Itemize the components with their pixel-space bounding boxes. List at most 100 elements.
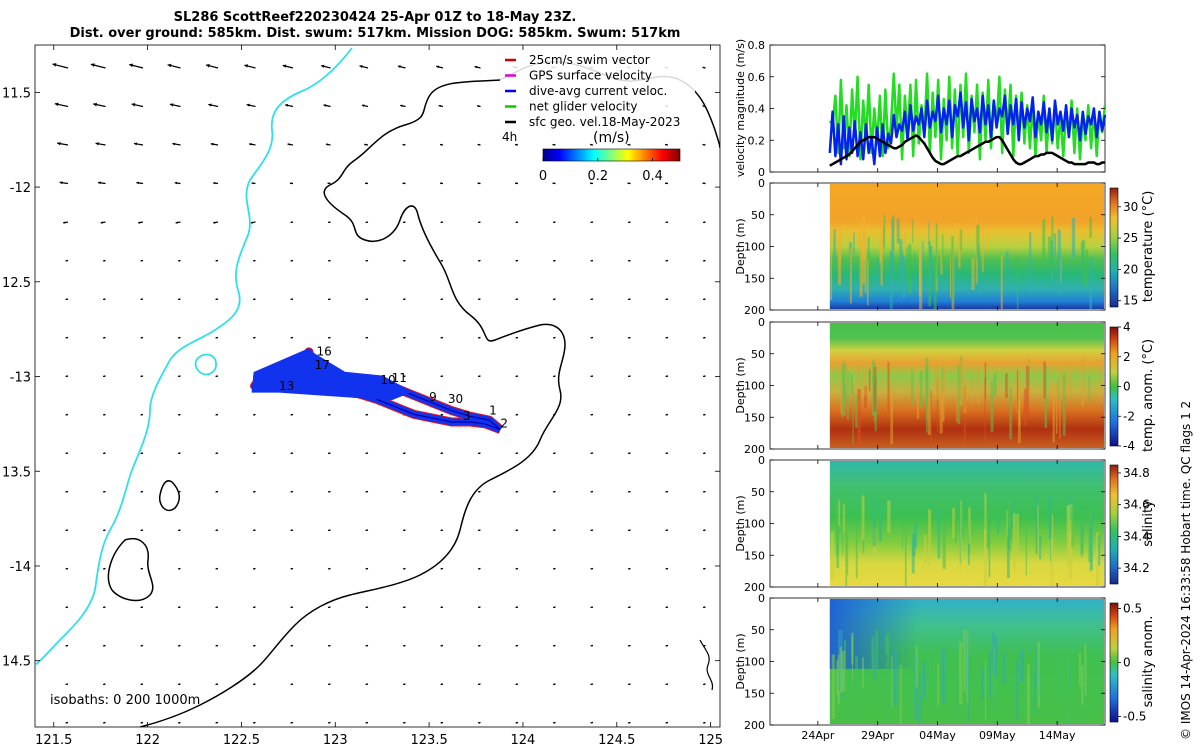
velocity-vector-head bbox=[702, 66, 705, 69]
section-profile-streak bbox=[968, 654, 970, 723]
velocity-colorbar-ticks: 0 0.2 0.4 bbox=[539, 158, 663, 184]
track-day-label: 17 bbox=[315, 358, 330, 372]
section-profile-streak bbox=[891, 654, 893, 708]
section-colorbar-tick-label: -0.5 bbox=[1123, 710, 1146, 724]
velocity-ytick-label: 0 bbox=[758, 166, 765, 179]
section-profile-streak bbox=[919, 371, 923, 407]
velocity-vector-head bbox=[440, 182, 442, 185]
velocity-vector-head bbox=[215, 490, 218, 493]
section-profile-streak bbox=[1100, 359, 1103, 403]
velocity-vector-head bbox=[703, 452, 705, 455]
track-day-label: 30 bbox=[448, 392, 463, 406]
track-day-label: 2 bbox=[500, 417, 508, 431]
section-profile-streak bbox=[1068, 532, 1073, 580]
section-profile-streak bbox=[858, 220, 861, 247]
section-profile-streak bbox=[1071, 507, 1074, 547]
velocity-vector-head bbox=[65, 452, 68, 455]
section-profile-streak bbox=[965, 633, 967, 690]
velocity-axes: 0 0.2 0.4 0.6 0.8 bbox=[748, 39, 1105, 179]
velocity-vector-head bbox=[140, 259, 143, 262]
section-profile-streak bbox=[1064, 373, 1068, 394]
velocity-vector-head bbox=[627, 143, 630, 146]
velocity-vector-head bbox=[140, 336, 143, 339]
velocity-vector-head bbox=[63, 221, 66, 224]
velocity-vector-head bbox=[553, 259, 555, 262]
velocity-vector-head bbox=[103, 606, 105, 609]
velocity-vector-head bbox=[65, 375, 68, 378]
velocity-vector-head bbox=[215, 721, 218, 724]
velocity-vector-head bbox=[665, 259, 668, 262]
velocity-vector-head bbox=[515, 644, 518, 647]
section-colorbar-tick-label: -2 bbox=[1123, 409, 1135, 423]
section-colorbar-label: salinity bbox=[1141, 500, 1156, 547]
section-ytick-label: 50 bbox=[751, 209, 765, 222]
section-profile-streak bbox=[859, 240, 863, 297]
velocity-vector-head bbox=[140, 452, 143, 455]
section-colorbar-tick-label: 20 bbox=[1123, 262, 1138, 276]
section-profile-streak bbox=[936, 378, 939, 433]
section-profile-streak bbox=[967, 532, 970, 565]
map-xtick-label: 122.5 bbox=[223, 733, 260, 748]
section-profile-streak bbox=[1059, 393, 1061, 439]
velocity-vector-head bbox=[628, 336, 630, 339]
velocity-vector-head bbox=[215, 683, 218, 686]
velocity-vector-head bbox=[253, 336, 255, 339]
velocity-lines bbox=[828, 72, 1107, 167]
map-ytick-label: -12 bbox=[10, 181, 31, 196]
section-profile-streak bbox=[993, 373, 997, 396]
velocity-vector-head bbox=[627, 182, 630, 185]
velocity-vector-head bbox=[290, 567, 293, 570]
velocity-vector-head bbox=[361, 104, 365, 107]
section-profile-streak bbox=[879, 503, 882, 542]
velocity-vector-head bbox=[628, 644, 630, 647]
section-profile-streak bbox=[838, 499, 841, 526]
figure-title-line-1: SL286 ScottReef220230424 25-Apr 01Z to 1… bbox=[173, 10, 577, 25]
velocity-vector-head bbox=[478, 529, 480, 532]
velocity-vector-head bbox=[140, 529, 143, 532]
section-profile-streak bbox=[885, 634, 889, 655]
track-day-label: 10 bbox=[380, 373, 395, 387]
velocity-vector-head bbox=[665, 567, 668, 570]
map-axes: 121.5 122 122.5 123 123.5 124 124.5 12511.5-121… bbox=[2, 45, 723, 748]
section-profile-streak bbox=[1011, 673, 1014, 703]
section-profile-streak bbox=[951, 236, 954, 301]
velocity-vector-head bbox=[474, 65, 478, 69]
time-xtick-label: 04May bbox=[919, 729, 956, 742]
section-ytick-label: 0 bbox=[758, 454, 765, 467]
velocity-vector-head bbox=[553, 221, 555, 224]
velocity-vector-head bbox=[140, 298, 143, 301]
map-xtick-label: 125 bbox=[698, 733, 723, 748]
velocity-vector-head bbox=[328, 336, 330, 339]
section-profile-streak bbox=[830, 233, 833, 301]
section-ytick-label: 50 bbox=[751, 624, 765, 637]
isobath-coast-right bbox=[699, 639, 714, 691]
section-profile-streak bbox=[904, 222, 907, 259]
legend-entry: dive-avg current veloc. bbox=[529, 84, 667, 98]
velocity-vector-head bbox=[93, 102, 98, 107]
section-profile-streak bbox=[930, 389, 932, 448]
colorbar-tick-label: 0.4 bbox=[642, 169, 663, 184]
velocity-vector-head bbox=[140, 490, 143, 493]
velocity-vector-head bbox=[103, 567, 105, 570]
isobath-reef-a bbox=[158, 480, 180, 512]
velocity-vector-head bbox=[178, 452, 180, 455]
velocity-vector-head bbox=[323, 104, 327, 107]
velocity-vector-head bbox=[100, 221, 103, 224]
velocity-vector-head bbox=[290, 413, 293, 416]
section-profile-streak bbox=[988, 651, 992, 698]
section-profile-streak bbox=[919, 246, 923, 309]
section-profile-streak bbox=[1034, 673, 1036, 714]
velocity-vector-head bbox=[403, 606, 405, 609]
section-profile-streak bbox=[899, 664, 902, 724]
section-profile-streak bbox=[873, 653, 876, 680]
velocity-vector-head bbox=[253, 259, 255, 262]
section-profile-streak bbox=[1006, 527, 1010, 579]
section-profile-streak bbox=[1018, 660, 1021, 724]
velocity-vector-head bbox=[628, 375, 630, 378]
velocity-vector-head bbox=[365, 452, 368, 455]
map-xtick-label: 124 bbox=[511, 733, 536, 748]
velocity-vector-head bbox=[365, 721, 368, 724]
velocity-vector-head bbox=[553, 644, 555, 647]
velocity-vector-head bbox=[321, 64, 325, 68]
